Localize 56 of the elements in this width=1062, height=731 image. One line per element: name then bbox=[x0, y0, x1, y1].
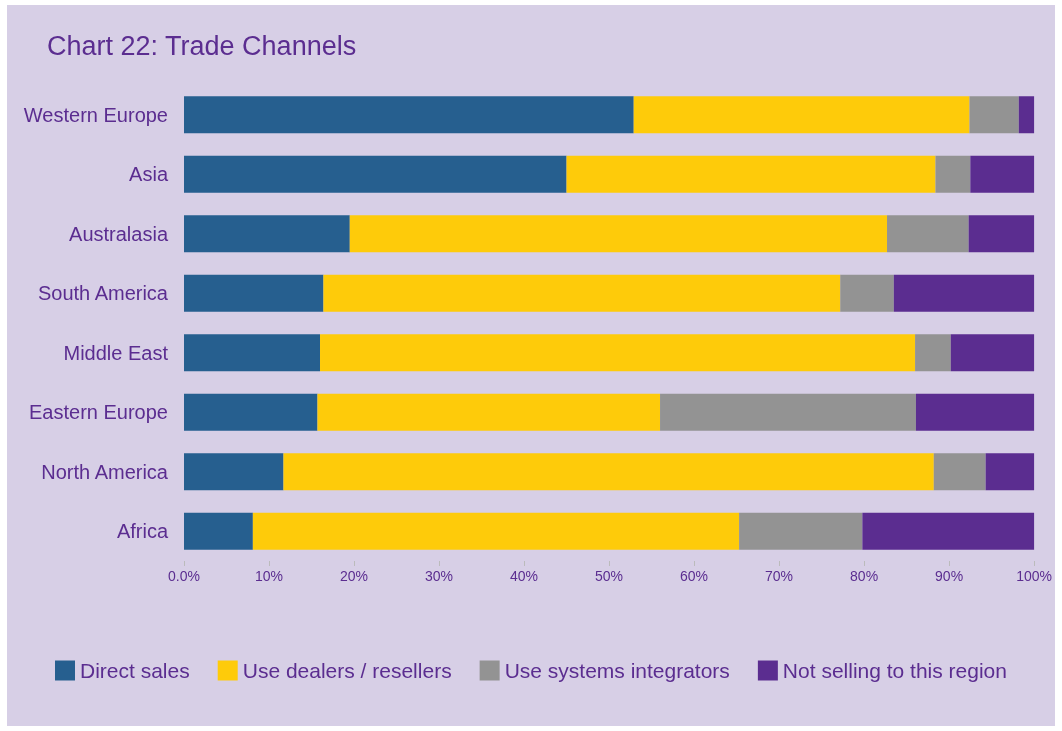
bar bbox=[184, 512, 253, 550]
bar bbox=[184, 215, 350, 253]
bar bbox=[935, 155, 971, 193]
bar bbox=[970, 155, 1035, 193]
bar bbox=[915, 393, 1035, 431]
y-tick-label: South America bbox=[37, 282, 169, 305]
y-tick-label: Australasia bbox=[69, 222, 169, 245]
x-tick-label: 10% bbox=[254, 568, 284, 584]
bar bbox=[184, 96, 634, 134]
x-tick-label: 0.0% bbox=[168, 568, 200, 584]
x-tick-label: 50% bbox=[595, 568, 624, 584]
bar bbox=[893, 274, 1035, 312]
x-tick-label: 30% bbox=[425, 568, 454, 584]
bar bbox=[320, 334, 916, 372]
x-tick-label: 100% bbox=[1016, 568, 1052, 584]
legend-label: Direct sales bbox=[80, 659, 190, 682]
bar bbox=[184, 155, 567, 193]
bar bbox=[184, 393, 318, 431]
x-tick-label: 90% bbox=[935, 568, 964, 584]
bar bbox=[1018, 96, 1035, 134]
bar bbox=[184, 453, 284, 491]
y-tick-label: Eastern Europe bbox=[29, 401, 168, 424]
bar bbox=[323, 274, 841, 312]
bar bbox=[915, 334, 951, 372]
legend-label: Use systems integrators bbox=[504, 659, 730, 682]
bar bbox=[933, 453, 986, 491]
bar bbox=[739, 512, 863, 550]
y-tick-label: Middle East bbox=[63, 341, 169, 364]
legend-label: Use dealers / resellers bbox=[242, 659, 452, 682]
y-tick-label: Africa bbox=[116, 520, 169, 543]
bar bbox=[950, 334, 1035, 372]
x-tick-label: 60% bbox=[680, 568, 709, 584]
x-tick-label: 70% bbox=[765, 568, 794, 584]
bar bbox=[349, 215, 888, 253]
bar bbox=[840, 274, 894, 312]
bar bbox=[283, 453, 934, 491]
bar bbox=[969, 96, 1019, 134]
bar bbox=[660, 393, 916, 431]
bar bbox=[862, 512, 1035, 550]
x-tick-label: 80% bbox=[850, 568, 879, 584]
x-tick-label: 20% bbox=[340, 568, 369, 584]
bar bbox=[184, 274, 324, 312]
bar bbox=[252, 512, 740, 550]
chart-title: Chart 22: Trade Channels bbox=[47, 30, 357, 61]
bar bbox=[184, 334, 321, 372]
bar bbox=[317, 393, 661, 431]
x-tick-label: 40% bbox=[510, 568, 539, 584]
bar bbox=[566, 155, 936, 193]
legend-label: Not selling to this region bbox=[782, 659, 1007, 682]
bar bbox=[968, 215, 1035, 253]
y-tick-label: North America bbox=[41, 460, 169, 483]
y-tick-label: Asia bbox=[129, 163, 169, 186]
bar bbox=[985, 453, 1035, 491]
y-tick-label: Western Europe bbox=[23, 103, 168, 126]
bar bbox=[633, 96, 970, 134]
bar bbox=[887, 215, 969, 253]
